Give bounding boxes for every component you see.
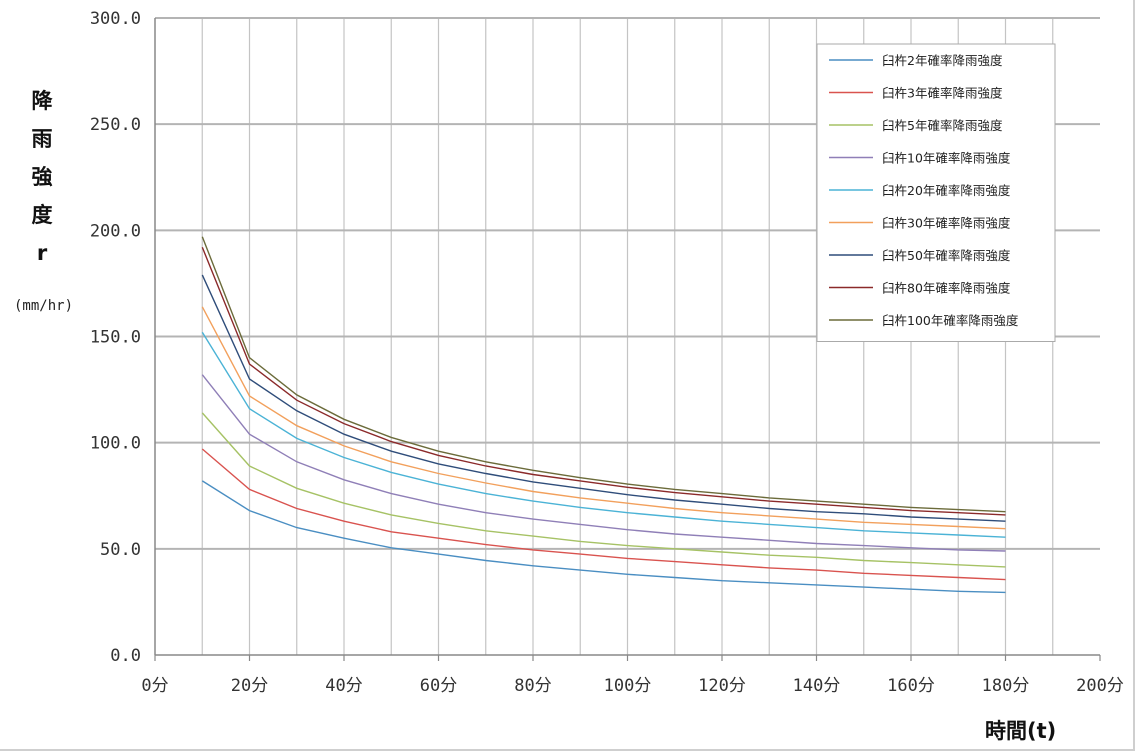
series-line bbox=[201, 247, 1006, 516]
x-tick-label: 60分 bbox=[420, 676, 457, 696]
series-line bbox=[201, 448, 1006, 581]
y-tick-label: 200.0 bbox=[90, 221, 141, 241]
y-axis-unit: (mm/hr) bbox=[14, 298, 74, 314]
legend-label: 臼杵100年確率降雨強度 bbox=[882, 313, 1019, 328]
x-tick-label: 140分 bbox=[793, 676, 841, 696]
y-tick-label: 100.0 bbox=[90, 434, 141, 454]
legend-label: 臼杵2年確率降雨強度 bbox=[882, 53, 1003, 68]
x-axis-title: 時間(t) bbox=[985, 719, 1057, 743]
y-tick-label: 300.0 bbox=[90, 9, 141, 29]
x-tick-label: 80分 bbox=[514, 676, 551, 696]
x-tick-label: 20分 bbox=[231, 676, 268, 696]
legend-label: 臼杵10年確率降雨強度 bbox=[882, 151, 1011, 166]
legend-label: 臼杵20年確率降雨強度 bbox=[882, 183, 1011, 198]
x-tick-label: 200分 bbox=[1076, 676, 1124, 696]
y-axis-title-char: 雨 bbox=[31, 127, 53, 151]
x-tick-label: 0分 bbox=[141, 676, 168, 696]
series-line bbox=[201, 480, 1006, 594]
x-tick-label: 160分 bbox=[887, 676, 935, 696]
y-tick-label: 150.0 bbox=[90, 328, 141, 348]
y-tick-label: 50.0 bbox=[100, 540, 141, 560]
y-tick-label: 0.0 bbox=[110, 646, 141, 666]
legend-label: 臼杵30年確率降雨強度 bbox=[882, 216, 1011, 231]
x-tick-label: 180分 bbox=[982, 676, 1030, 696]
x-tick-label: 40分 bbox=[325, 676, 362, 696]
series-line bbox=[201, 374, 1006, 552]
y-axis-title-char: 度 bbox=[31, 203, 53, 227]
legend-label: 臼杵3年確率降雨強度 bbox=[882, 86, 1003, 101]
x-tick-label: 120分 bbox=[698, 676, 746, 696]
x-tick-label: 100分 bbox=[604, 676, 652, 696]
y-tick-label: 250.0 bbox=[90, 115, 141, 135]
legend-label: 臼杵80年確率降雨強度 bbox=[882, 281, 1011, 296]
series-line bbox=[201, 412, 1006, 568]
legend-label: 臼杵50年確率降雨強度 bbox=[882, 248, 1011, 263]
series-line bbox=[201, 236, 1006, 513]
y-axis-title-char: r bbox=[36, 241, 48, 265]
series-line bbox=[201, 331, 1006, 538]
y-axis-title-char: 降 bbox=[31, 89, 53, 113]
y-axis-title-char: 強 bbox=[31, 165, 53, 189]
legend-box bbox=[816, 43, 1056, 342]
legend-label: 臼杵5年確率降雨強度 bbox=[882, 118, 1003, 133]
series-line bbox=[201, 306, 1006, 530]
series-line bbox=[201, 274, 1006, 522]
y-axis-title: 降 雨 強 度 r bbox=[22, 82, 62, 272]
